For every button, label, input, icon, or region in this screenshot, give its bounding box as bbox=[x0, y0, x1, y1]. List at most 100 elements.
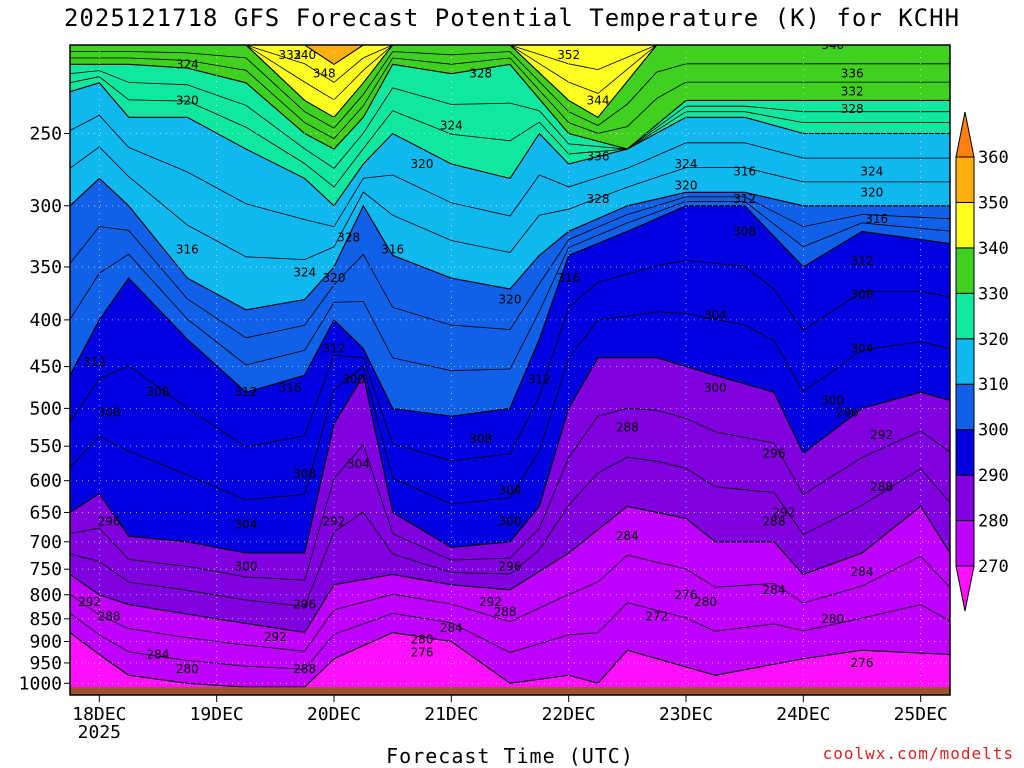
contour-label: 284 bbox=[440, 621, 463, 635]
x-tick-label: 22DEC bbox=[542, 704, 596, 725]
contour-label: 300 bbox=[499, 514, 522, 528]
contour-line-intermediate bbox=[70, 57, 950, 140]
contour-label: 296 bbox=[836, 405, 859, 419]
x-tick-sublabel: 2025 bbox=[78, 722, 121, 743]
y-tick-label: 450 bbox=[29, 357, 62, 378]
contour-label: 348 bbox=[313, 67, 336, 81]
y-tick-label: 750 bbox=[29, 559, 62, 580]
contour-line-intermediate bbox=[70, 200, 950, 372]
contour-label: 324 bbox=[293, 266, 316, 280]
contour-label: 312 bbox=[235, 385, 258, 399]
contour-label: 324 bbox=[440, 118, 463, 132]
contour-label: 332 bbox=[841, 85, 864, 99]
contour-label: 316 bbox=[733, 164, 756, 178]
contour-label: 308 bbox=[851, 287, 874, 301]
contour-fill-layer bbox=[70, 45, 950, 695]
contour-label: 284 bbox=[616, 529, 639, 543]
contour-label: 316 bbox=[381, 243, 404, 257]
contour-line-300 bbox=[70, 357, 950, 554]
contour-label: 296 bbox=[293, 598, 316, 612]
contour-label: 316 bbox=[176, 243, 199, 257]
colorbar-segment-310 bbox=[955, 338, 975, 385]
contour-line-intermediate bbox=[70, 76, 950, 188]
contour-label: 336 bbox=[587, 150, 610, 164]
contour-label: 276 bbox=[411, 645, 434, 659]
contour-label: 292 bbox=[772, 505, 795, 519]
contour-label: 312 bbox=[733, 192, 756, 206]
contour-label: 352 bbox=[557, 48, 580, 62]
colorbar-label: 360 bbox=[978, 148, 1009, 168]
contour-label: 324 bbox=[176, 57, 199, 71]
contour-label: 288 bbox=[293, 662, 316, 676]
y-tick-label: 550 bbox=[29, 436, 62, 457]
contour-line-320 bbox=[70, 177, 950, 311]
contour-line-intermediate bbox=[70, 407, 950, 581]
colorbar-label: 290 bbox=[978, 466, 1009, 486]
contour-label: 272 bbox=[645, 609, 668, 623]
contour-label: 300 bbox=[704, 381, 727, 395]
y-tick-label: 400 bbox=[29, 310, 62, 331]
contour-label: 316 bbox=[279, 381, 302, 395]
contour-label: 304 bbox=[499, 483, 522, 497]
contour-line-330 bbox=[70, 82, 950, 207]
contour-line-intermediate bbox=[70, 196, 950, 339]
contour-label: 336 bbox=[841, 67, 864, 81]
credit-link[interactable]: coolwx.com/modelts bbox=[822, 744, 1014, 763]
contour-line-layer bbox=[70, 45, 950, 688]
contour-label: 280 bbox=[411, 632, 434, 646]
contour-label: 292 bbox=[264, 630, 287, 644]
x-tick-label: 21DEC bbox=[424, 704, 478, 725]
contour-label: 328 bbox=[469, 67, 492, 81]
colorbar-label: 270 bbox=[978, 557, 1009, 577]
contour-line-intermediate bbox=[70, 311, 950, 505]
contour-label: 288 bbox=[494, 605, 517, 619]
contour-label: 292 bbox=[323, 514, 346, 528]
contour-label: 292 bbox=[78, 595, 101, 609]
colorbar-label: 330 bbox=[978, 284, 1009, 304]
colorbar-segment-300 bbox=[955, 383, 975, 431]
contour-label: 312 bbox=[323, 342, 346, 356]
x-tick-label: 25DEC bbox=[894, 704, 948, 725]
y-tick-label: 500 bbox=[29, 398, 62, 419]
contour-line-intermediate bbox=[70, 146, 950, 261]
contour-label: 332 bbox=[279, 48, 302, 62]
y-tick-label: 250 bbox=[29, 123, 62, 144]
contour-label: 296 bbox=[499, 560, 522, 574]
contour-line-280 bbox=[70, 632, 950, 688]
contour-label: 324 bbox=[675, 157, 698, 171]
contour-label: 276 bbox=[675, 588, 698, 602]
contour-label: 328 bbox=[841, 102, 864, 116]
contour-label: 300 bbox=[821, 393, 844, 407]
colorbar-segment-280 bbox=[955, 474, 975, 522]
x-tick-label: 18DEC bbox=[72, 704, 126, 725]
colorbar-segment-290 bbox=[955, 429, 975, 476]
contour-label: 284 bbox=[763, 583, 786, 597]
contour-label: 324 bbox=[860, 164, 883, 178]
contour-label: 288 bbox=[98, 609, 121, 623]
contour-label: 300 bbox=[342, 373, 365, 387]
contour-label: 320 bbox=[323, 271, 346, 285]
colorbar-label: 300 bbox=[978, 421, 1009, 441]
colorbar-label: 280 bbox=[978, 512, 1009, 532]
y-tick-label: 350 bbox=[29, 257, 62, 278]
contour-line-intermediate bbox=[70, 114, 950, 228]
contour-label: 292 bbox=[870, 428, 893, 442]
contour-label: 292 bbox=[479, 595, 502, 609]
contour-line-intermediate bbox=[70, 259, 950, 462]
x-tick-label: 19DEC bbox=[190, 704, 244, 725]
contour-label: 304 bbox=[347, 457, 370, 471]
plot-frame bbox=[69, 44, 951, 696]
contour-label: 344 bbox=[587, 93, 610, 107]
y-tick-label: 700 bbox=[29, 532, 62, 553]
contour-label: 312 bbox=[528, 373, 551, 387]
colorbar-min-arrow bbox=[955, 565, 975, 612]
ground-strip bbox=[70, 687, 950, 695]
contour-label: 284 bbox=[147, 647, 170, 661]
colorbar-label: 310 bbox=[978, 375, 1009, 395]
contour-label: 304 bbox=[235, 517, 258, 531]
colorbar-segment-330 bbox=[955, 247, 975, 294]
